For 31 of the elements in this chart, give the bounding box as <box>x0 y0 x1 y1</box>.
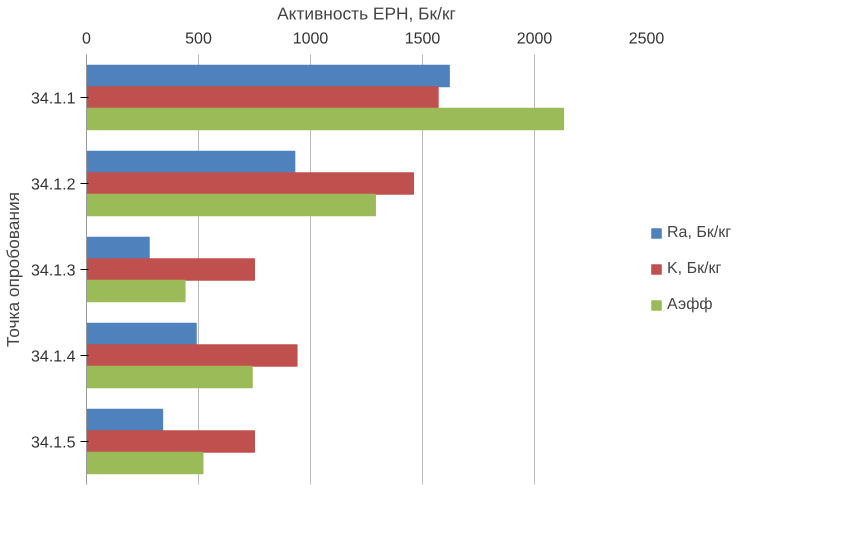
bar <box>86 194 376 216</box>
y-tick-label: 34.1.3 <box>31 262 76 280</box>
x-tick-label: 1500 <box>404 30 440 48</box>
x-tick-label: 0 <box>82 30 92 48</box>
bar <box>86 408 164 432</box>
y-tick-label: 34.1.2 <box>31 176 76 194</box>
x-tick-label: 2500 <box>628 30 664 48</box>
y-tick-label: 34.1.5 <box>31 434 76 452</box>
x-tick-label: 2000 <box>516 30 552 48</box>
bar <box>86 236 150 260</box>
bar <box>86 322 197 346</box>
y-axis-title: Точка опробования <box>3 192 24 348</box>
legend-label: Ra, Бк/кг <box>667 224 732 242</box>
bar <box>86 86 439 109</box>
bar <box>86 172 414 195</box>
x-tick-label: 500 <box>185 30 212 48</box>
bar <box>86 280 186 302</box>
bar <box>86 258 255 281</box>
bar <box>86 452 204 474</box>
bar <box>86 430 255 453</box>
bar <box>86 64 450 88</box>
bar <box>86 366 253 388</box>
x-tick-label: 1000 <box>292 30 328 48</box>
legend-label: K, Бк/кг <box>667 260 722 278</box>
bar <box>86 150 296 174</box>
legend-label: Аэфф <box>667 296 713 314</box>
bar <box>86 108 564 130</box>
y-tick-label: 34.1.4 <box>31 348 76 366</box>
bar <box>86 344 298 367</box>
x-axis-title: Активность ЕРН, Бк/кг <box>277 4 456 24</box>
y-tick-label: 34.1.1 <box>31 90 76 108</box>
